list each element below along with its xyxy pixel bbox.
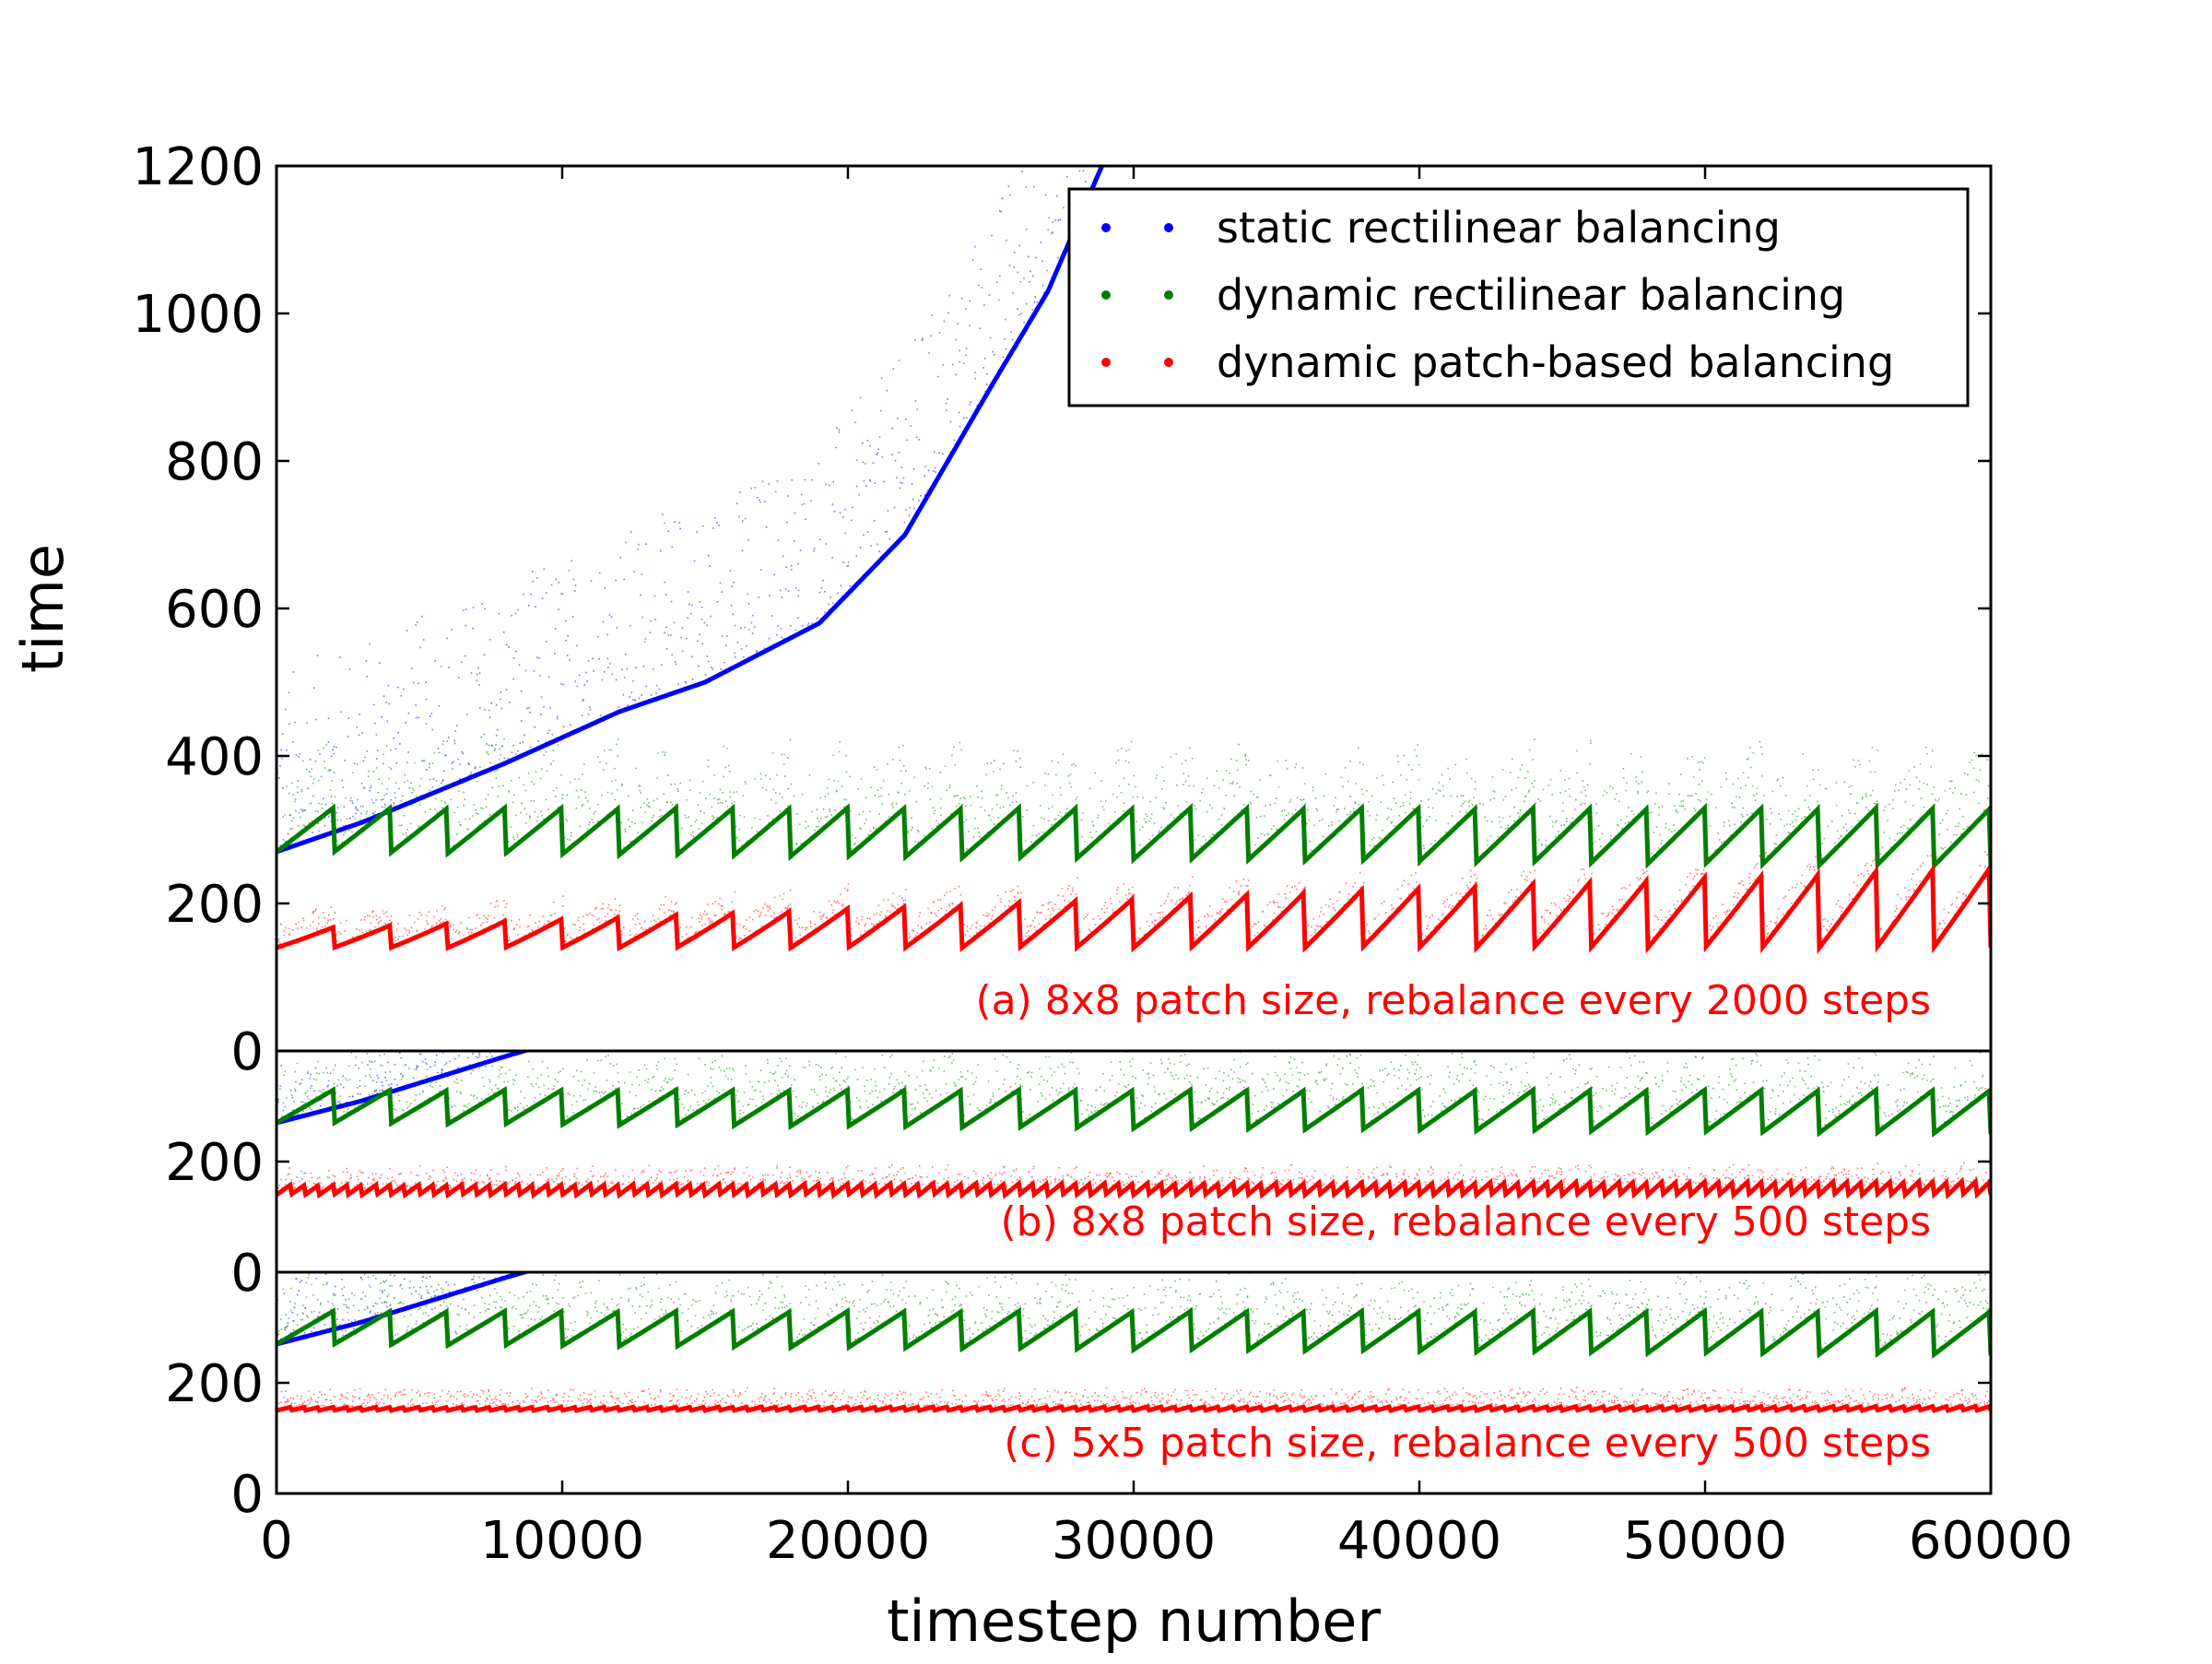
- panel-b-plot: [276, 1051, 1991, 1200]
- legend-marker-0a: [1101, 223, 1111, 232]
- series-dynamic_rect-c-baseline: [276, 1306, 1991, 1359]
- series-static-b-baseline: [276, 1051, 533, 1126]
- panel-a-annotation: (a) 8x8 patch size, rebalance every 2000…: [975, 977, 1931, 1024]
- legend-marker-2a: [1101, 358, 1111, 367]
- series-dynamic_rect-a-baseline: [276, 802, 1991, 871]
- series-patch-b: [276, 1162, 1991, 1200]
- series-static-b-scatter: [276, 1051, 516, 1121]
- y-tick-label-a-2: 400: [165, 727, 264, 787]
- x-tick-label-0: 0: [260, 1511, 293, 1571]
- legend-label-0: static rectilinear balancing: [1217, 203, 1781, 253]
- series-patch-c-baseline: [276, 1403, 1991, 1414]
- x-tick-label-6: 60000: [1909, 1511, 2073, 1571]
- y-tick-label-b-0: 0: [230, 1244, 264, 1304]
- x-tick-label-5: 50000: [1623, 1511, 1787, 1571]
- series-patch-a-baseline: [276, 862, 1991, 954]
- legend-label-1: dynamic rectilinear balancing: [1217, 270, 1845, 320]
- y-tick-label-c-1: 200: [165, 1354, 264, 1414]
- y-tick-label-b-1: 200: [165, 1133, 264, 1193]
- series-dynamic_rect-a-scatter: [277, 738, 1991, 867]
- panel-b-annotation: (b) 8x8 patch size, rebalance every 500 …: [1000, 1198, 1931, 1245]
- legend: static rectilinear balancing dynamic rect…: [1067, 187, 1970, 407]
- y-tick-label-a-6: 1200: [132, 137, 264, 197]
- legend-marker-0b: [1164, 223, 1173, 232]
- x-axis-title: timestep number: [887, 1587, 1381, 1655]
- series-patch-a: [276, 846, 1991, 954]
- y-tick-label-a-4: 800: [165, 432, 264, 492]
- series-patch-b-baseline: [276, 1176, 1991, 1200]
- legend-box: [1067, 187, 1970, 407]
- series-dynamic_rect-b-baseline: [276, 1085, 1991, 1138]
- x-tick-label-1: 10000: [480, 1511, 644, 1571]
- legend-marker-1a: [1101, 290, 1111, 300]
- panel-a-plot: [276, 166, 1991, 954]
- y-axis-title: time: [9, 544, 76, 673]
- panel-c-annotation: (c) 5x5 patch size, rebalance every 500 …: [1004, 1420, 1931, 1467]
- series-static-c-baseline: [276, 1272, 533, 1347]
- y-tick-label-a-0: 0: [230, 1022, 264, 1082]
- series-patch-c: [276, 1387, 1991, 1414]
- x-tick-label-3: 30000: [1052, 1511, 1216, 1571]
- series-dynamic_rect-a: [276, 738, 1991, 871]
- legend-marker-2b: [1164, 358, 1173, 367]
- series-static-c-scatter: [276, 1272, 512, 1343]
- y-tick-label-a-3: 600: [165, 580, 264, 640]
- panel-c-plot: [276, 1272, 1991, 1414]
- y-tick-label-a-5: 1000: [132, 285, 264, 345]
- x-tick-label-2: 20000: [766, 1511, 930, 1571]
- series-dynamic_rect-c: [276, 1272, 1991, 1359]
- series-static-a-scatter: [276, 166, 1103, 848]
- series-static-a-baseline: [276, 166, 1105, 855]
- series-dynamic_rect-b: [276, 1051, 1991, 1138]
- x-tick-label-4: 40000: [1337, 1511, 1501, 1571]
- y-tick-label-a-1: 200: [165, 875, 264, 935]
- y-tick-label-c-0: 0: [230, 1465, 264, 1525]
- legend-label-2: dynamic patch-based balancing: [1217, 337, 1894, 387]
- series-static-a: [276, 166, 1105, 855]
- series-patch-c-scatter: [277, 1387, 1991, 1411]
- legend-marker-1b: [1164, 290, 1173, 300]
